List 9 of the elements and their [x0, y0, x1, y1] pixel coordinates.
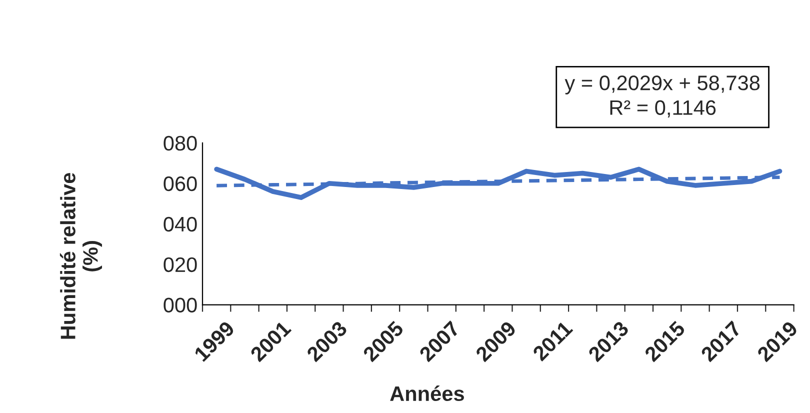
- text: y = 0,2029x + 58,738 R² = 0,1146: [564, 76, 760, 118]
- y-tick-label: 040: [164, 216, 197, 232]
- y-tick-label: 060: [164, 176, 197, 192]
- x-axis-title: Années: [390, 386, 464, 402]
- y-tick-label: 000: [164, 298, 197, 313]
- y-tick-label: 020: [164, 257, 197, 272]
- y-axis-title: Humidité relative (%): [60, 172, 102, 339]
- y-tick-label: 080: [164, 136, 197, 151]
- line-series: [214, 166, 782, 200]
